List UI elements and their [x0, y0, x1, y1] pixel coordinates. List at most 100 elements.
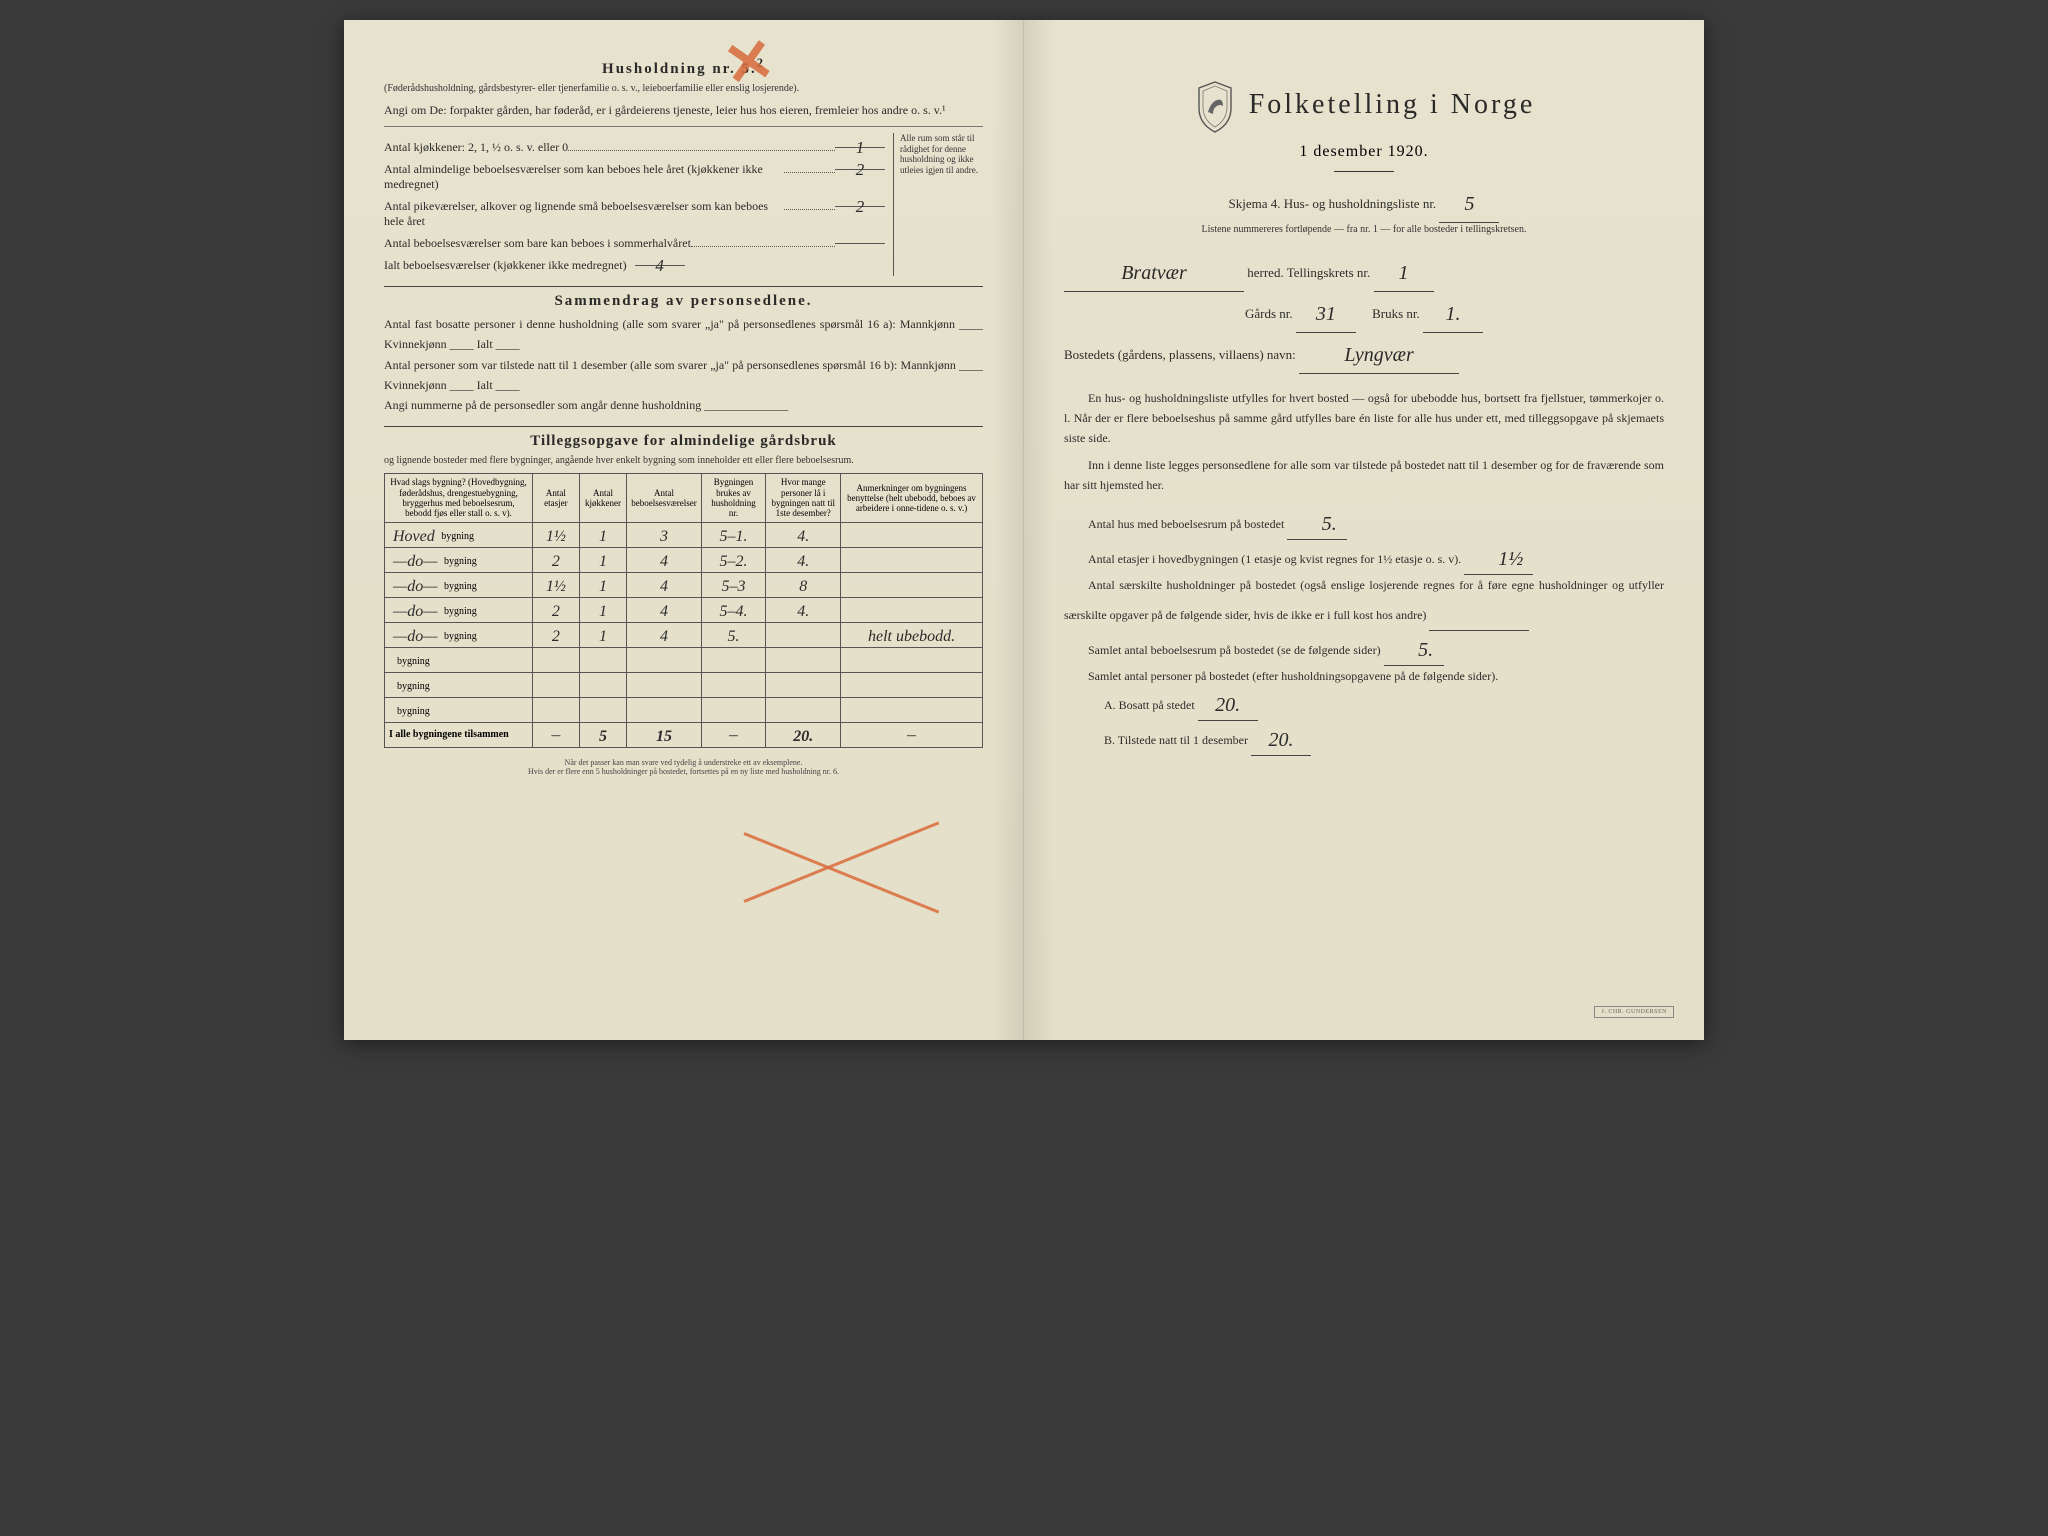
th-4: Bygningen brukes av husholdning nr. — [701, 474, 766, 522]
document-spread: ✕ Husholdning nr. 5.2 (Føderådshusholdni… — [344, 20, 1704, 1040]
red-pencil-stroke-2 — [743, 821, 939, 902]
main-title: Folketelling i Norge — [1249, 89, 1536, 120]
kitchen-row-3: Antal beboelsesværelser som bare kan beb… — [384, 232, 885, 251]
schema-line: Skjema 4. Hus- og husholdningsliste nr. … — [1064, 182, 1664, 223]
row-label: —do— bygning — [385, 622, 533, 647]
row-label-hw — [389, 703, 397, 720]
sammendrag-heading: Sammendrag av personsedlene. — [384, 293, 983, 310]
row-label: Hoved bygning — [385, 522, 533, 547]
cell — [766, 647, 841, 672]
q-line-4: Samlet antal personer på bostedet (efter… — [1064, 666, 1664, 686]
cell — [841, 547, 983, 572]
table-row: bygning — [385, 697, 983, 722]
th-3: Antal beboelsesværelser — [627, 474, 701, 522]
cell — [533, 697, 580, 722]
cell: 4. — [766, 547, 841, 572]
cell — [533, 672, 580, 697]
th-5: Hvor mange personer lå i bygningen natt … — [766, 474, 841, 522]
cell — [841, 572, 983, 597]
red-pencil-stroke-1 — [743, 832, 939, 913]
coat-of-arms-icon — [1193, 80, 1237, 139]
cell — [841, 697, 983, 722]
cell: 1 — [579, 572, 627, 597]
row-label: bygning — [385, 647, 533, 672]
cell: 4 — [627, 547, 701, 572]
cell — [627, 672, 701, 697]
bosted-line: Bostedets (gårdens, plassens, villaens) … — [1064, 333, 1664, 374]
cell: 5–4. — [701, 597, 766, 622]
cell — [841, 672, 983, 697]
cell — [766, 672, 841, 697]
a-value: 20. — [1211, 694, 1244, 716]
brace-note: Alle rum som står til rådighet for denne… — [893, 133, 983, 276]
cell: 4 — [627, 597, 701, 622]
th-6: Anmerkninger om bygningens benyttelse (h… — [841, 474, 983, 522]
kitchen-val-0: 1 — [852, 138, 869, 157]
cell: 4. — [766, 522, 841, 547]
th-2: Antal kjøkkener — [579, 474, 627, 522]
cell — [841, 522, 983, 547]
cell — [627, 697, 701, 722]
cell: 2 — [533, 597, 580, 622]
building-table: Hvad slags bygning? (Hovedbygning, føder… — [384, 473, 983, 747]
q-val-0: 5. — [1318, 513, 1341, 535]
row-label: bygning — [385, 672, 533, 697]
th-0: Hvad slags bygning? (Hovedbygning, føder… — [385, 474, 533, 522]
tf-label: I alle bygningene tilsammen — [385, 722, 533, 747]
row-label-hw: —do— — [389, 578, 441, 595]
subtitle: 1 desember 1920. — [1064, 143, 1664, 161]
b-value: 20. — [1265, 729, 1298, 751]
cell: 1 — [579, 622, 627, 647]
left-page: ✕ Husholdning nr. 5.2 (Føderådshusholdni… — [344, 20, 1024, 1040]
th-1: Antal etasjer — [533, 474, 580, 522]
kitchen-row-1: Antal almindelige beboelsesværelser som … — [384, 158, 885, 192]
cell: 4. — [766, 597, 841, 622]
cell: 1 — [579, 522, 627, 547]
kitchen-val-1: 2 — [852, 160, 869, 179]
tf-2: 15 — [652, 728, 676, 745]
table-row: bygning — [385, 672, 983, 697]
para-1: Inn i denne liste legges personsedlene f… — [1064, 455, 1664, 496]
footnote: Når det passer kan man svare ved tydelig… — [384, 758, 983, 776]
cell: 1½ — [533, 522, 580, 547]
bruks-nr: 1. — [1442, 303, 1465, 325]
table-footer-row: I alle bygningene tilsammen — 5 15 — 20.… — [385, 722, 983, 747]
row-label-hw — [389, 653, 397, 670]
q-val-2 — [1487, 604, 1495, 626]
cell: 8 — [766, 572, 841, 597]
row-label: —do— bygning — [385, 597, 533, 622]
cell — [579, 647, 627, 672]
kitchen-row-0: Antal kjøkkener: 2, 1, ½ o. s. v. eller … — [384, 136, 885, 155]
cell — [533, 647, 580, 672]
schema-nr: 5 — [1460, 193, 1478, 215]
bosted-value: Lyngvær — [1340, 344, 1417, 366]
table-row: Hoved bygning1½135–1.4. — [385, 522, 983, 547]
sammendrag-line-0: Antal fast bosatte personer i denne hush… — [384, 314, 983, 355]
cell: 2 — [533, 622, 580, 647]
para-0: En hus- og husholdningsliste utfylles fo… — [1064, 388, 1664, 449]
tillegg-heading: Tilleggsopgave for almindelige gårdsbruk — [384, 433, 983, 450]
tf-4: 20. — [789, 728, 817, 745]
table-header-row: Hvad slags bygning? (Hovedbygning, føder… — [385, 474, 983, 522]
gards-nr: 31 — [1312, 303, 1340, 325]
herred-line: Bratvær herred. Tellingskrets nr. 1 — [1064, 251, 1664, 292]
gards-line: Gårds nr. 31 Bruks nr. 1. — [1064, 292, 1664, 333]
q-val-3: 5. — [1414, 639, 1437, 661]
red-pencil-mark-top: ✕ — [718, 24, 780, 102]
sammendrag-line-1: Antal personer som var tilstede natt til… — [384, 355, 983, 396]
herred-value: Bratvær — [1117, 262, 1191, 284]
cell: 4 — [627, 622, 701, 647]
listene-line: Listene nummereres fortløpende — fra nr.… — [1064, 223, 1664, 237]
q-line-1: Antal etasjer i hovedbygningen (1 etasje… — [1064, 540, 1664, 575]
kitchen-block: Antal kjøkkener: 2, 1, ½ o. s. v. eller … — [384, 133, 983, 276]
cell — [579, 697, 627, 722]
tf-3: — — [701, 722, 766, 747]
tf-0: — — [533, 722, 580, 747]
q-line-3: Samlet antal beboelsesrum på bostedet (s… — [1064, 631, 1664, 666]
printer-stamp: J. CHR. GUNDERSEN — [1594, 1006, 1674, 1018]
cell: 1 — [579, 597, 627, 622]
cell — [627, 647, 701, 672]
kitchen-row-4: Ialt beboelsesværelser (kjøkkener ikke m… — [384, 254, 885, 273]
cell — [701, 672, 766, 697]
angi-line: Angi om De: forpakter gården, har føderå… — [384, 100, 983, 120]
